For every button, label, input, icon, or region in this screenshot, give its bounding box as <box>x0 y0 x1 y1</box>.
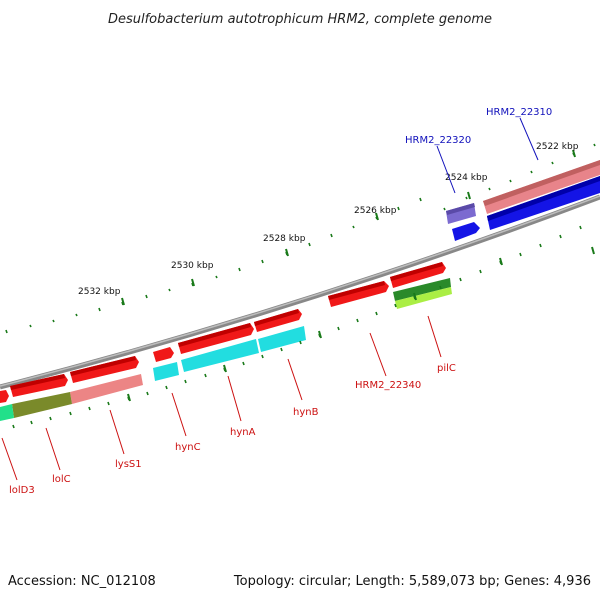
tick-label: 2526 kbp <box>354 206 397 216</box>
gene-hynC[interactable] <box>153 347 174 362</box>
tick-label: 2522 kbp <box>536 142 579 152</box>
gene-label: lolD3 <box>9 485 35 496</box>
tick-label: 2530 kbp <box>171 261 214 271</box>
tick-label: 2532 kbp <box>78 287 121 297</box>
label-leaders-red <box>1 315 442 481</box>
gene-green-dark[interactable] <box>393 278 451 301</box>
inner-major-ticks <box>127 246 595 402</box>
gene-label: hynC <box>175 442 201 453</box>
gene-green-light[interactable] <box>395 287 452 309</box>
gene-label: hynA <box>230 427 256 438</box>
gene-label: HRM2_22310 <box>486 107 552 118</box>
gene-label: lolC <box>52 474 71 485</box>
gene-label: pilC <box>437 363 456 374</box>
gene-pink-lysS1[interactable] <box>70 374 143 404</box>
gene-lolD3[interactable] <box>0 390 9 403</box>
gene-cyan-hynA[interactable] <box>181 339 259 372</box>
gene-olive-lolC[interactable] <box>12 392 72 418</box>
gene-label: HRM2_22320 <box>405 135 471 146</box>
tick-label: 2524 kbp <box>445 173 488 183</box>
inner-tick-ring <box>12 225 582 429</box>
accession-text: Accession: NC_012108 <box>8 574 156 589</box>
genome-backbone <box>0 194 600 390</box>
gene-cyan-hynC[interactable] <box>153 362 179 381</box>
gene-label: HRM2_22340 <box>355 380 421 391</box>
label-leaders-blue <box>436 117 539 194</box>
tick-label: 2528 kbp <box>263 234 306 244</box>
gene-spring-lolD3[interactable] <box>0 404 14 421</box>
gene-label: hynB <box>293 407 319 418</box>
gene-label: lysS1 <box>115 459 142 470</box>
gene-blue-small[interactable] <box>452 222 480 241</box>
genome-summary: Topology: circular; Length: 5,589,073 bp… <box>233 574 591 589</box>
gene-cyan-hynB[interactable] <box>258 326 306 352</box>
map-title: Desulfobacterium autotrophicum HRM2, com… <box>108 12 492 27</box>
outer-major-ticks <box>121 149 576 306</box>
